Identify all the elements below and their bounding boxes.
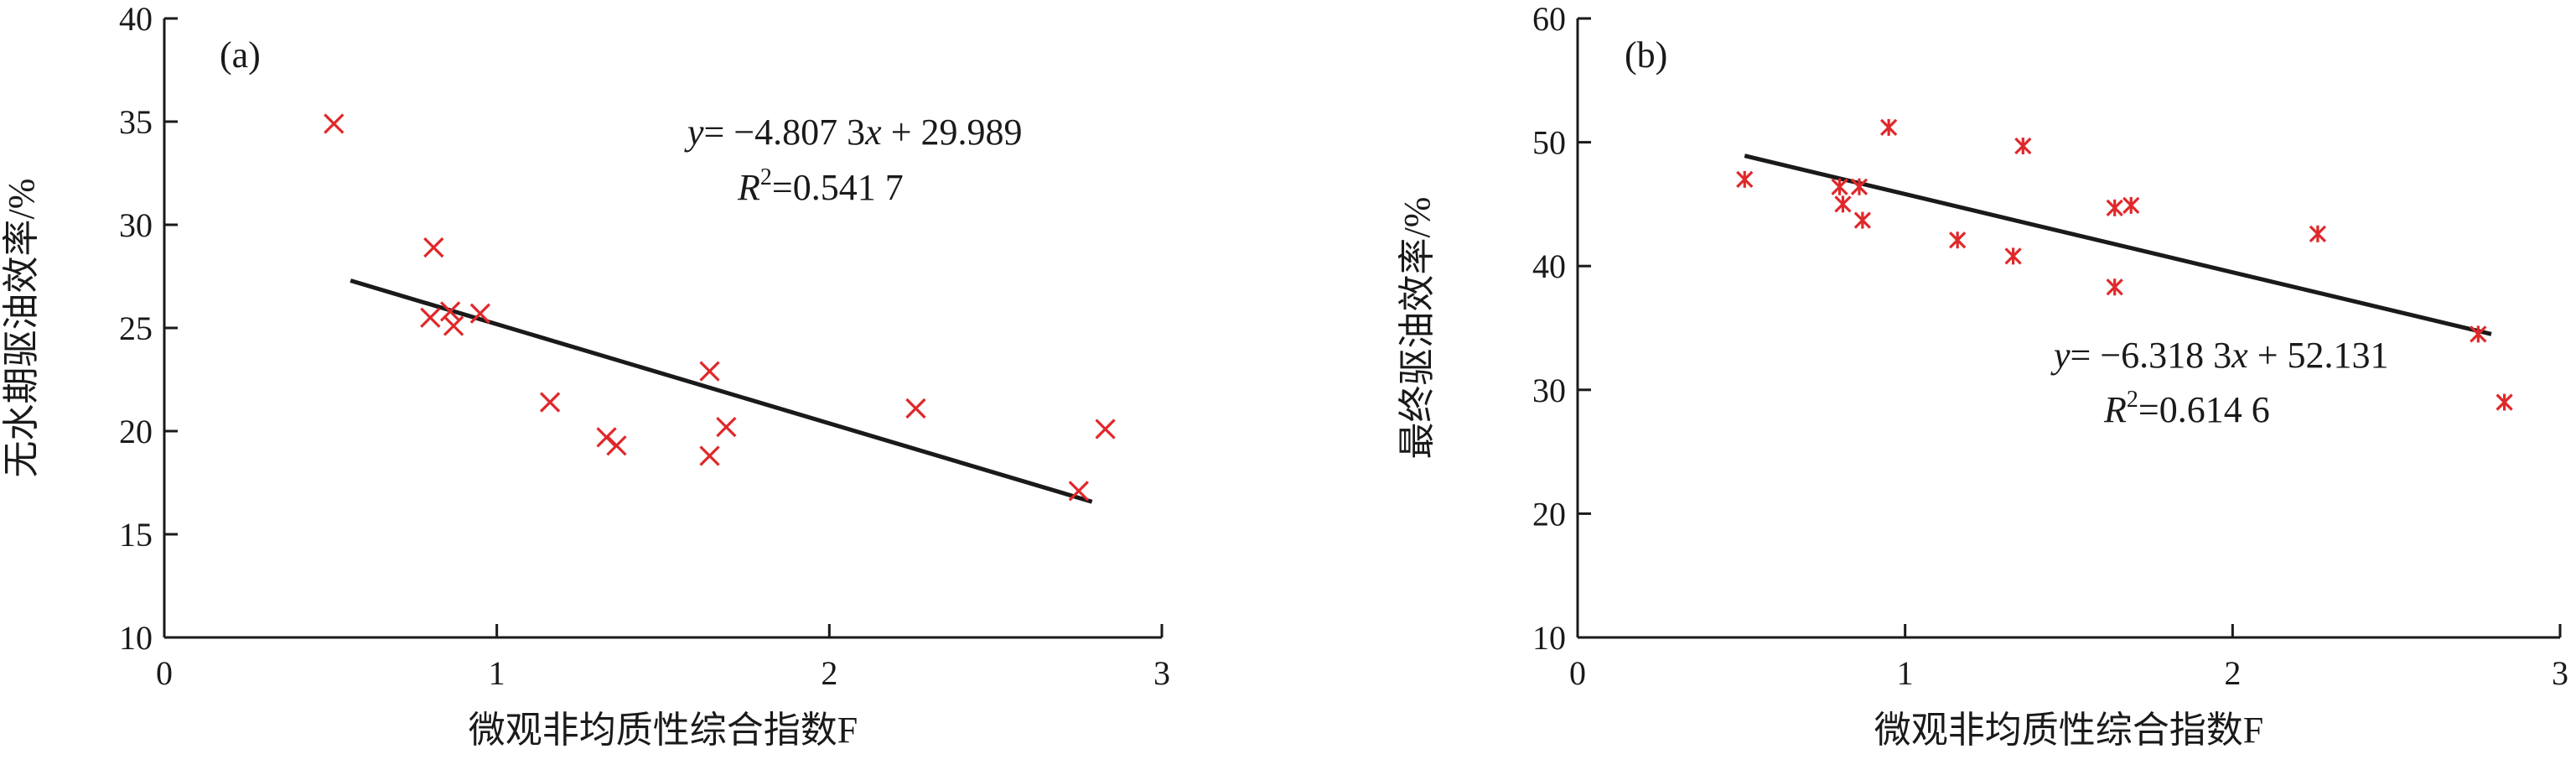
data-point (2496, 393, 2513, 411)
eq-text: =0.541 7 (772, 167, 904, 208)
data-point (699, 361, 720, 382)
regression-line (350, 278, 1093, 504)
eq-italic: y (2050, 335, 2071, 376)
y-tick-label: 60 (1532, 0, 1566, 38)
marker-stroke (443, 315, 464, 336)
data-point (606, 435, 627, 456)
marker-stroke (716, 416, 737, 438)
eq-text: =0.614 6 (2138, 389, 2270, 430)
regression-equation: y= −4.807 3x + 29.989 (684, 112, 1023, 153)
marker-stroke (469, 303, 490, 324)
eq-italic: y (684, 112, 704, 153)
panel-label: (a) (220, 34, 261, 75)
data-point (1949, 231, 1967, 249)
regression-equation: y= −6.318 3x + 52.131 (2050, 335, 2389, 376)
marker-stroke (1068, 481, 1089, 502)
marker-stroke (699, 361, 720, 382)
y-tick-label: 40 (1532, 247, 1566, 285)
data-point (2122, 196, 2140, 215)
chart-panel-a: 10 15 20 25 30 35 40 0 1 2 3 微观非均质性综合指数F 无水期驱油效率/% (a… (1, 0, 1170, 751)
data-point (1853, 211, 1872, 229)
data-point (443, 315, 464, 336)
y-tick-label: 30 (1532, 372, 1566, 409)
marker-stroke (905, 398, 926, 419)
y-tick-label: 10 (1532, 619, 1566, 657)
marker-stroke (699, 445, 720, 466)
data-point (716, 416, 737, 438)
data-point (1850, 178, 1869, 195)
y-tick-label: 50 (1532, 124, 1566, 162)
eq-italic: R (2103, 389, 2127, 430)
data-point (905, 398, 926, 419)
data-point (1736, 170, 1754, 189)
r-squared: R2=0.541 7 (737, 164, 904, 208)
x-tick-label: 1 (1897, 654, 1914, 692)
data-point (540, 392, 561, 413)
data-point (1068, 481, 1089, 502)
data-point (2106, 199, 2123, 216)
x-axis-label: 微观非均质性综合指数F (1874, 710, 2263, 751)
data-point (2470, 325, 2487, 343)
y-tick-label: 40 (119, 0, 153, 38)
x-axis-label: 微观非均质性综合指数F (469, 710, 858, 751)
data-point (2004, 247, 2022, 265)
marker-stroke (423, 237, 444, 258)
eq-italic: R (737, 167, 760, 208)
data-point (1095, 419, 1116, 440)
data-point (1834, 195, 1852, 213)
y-axis-label: 无水期驱油效率/% (1, 179, 42, 478)
data-point (699, 445, 720, 466)
x-tick-label: 3 (2552, 654, 2568, 692)
marker-stroke (606, 435, 627, 456)
y-tick-label: 35 (119, 103, 153, 141)
marker-stroke (420, 307, 441, 328)
eq-text: = −4.807 3 (704, 112, 866, 153)
y-tick-label: 20 (1532, 495, 1566, 533)
regression-line (1744, 153, 2492, 336)
x-tick-label: 3 (1153, 654, 1170, 692)
data-point (2309, 225, 2327, 242)
x-tick-label: 2 (2224, 654, 2241, 692)
y-tick-label: 25 (119, 309, 153, 347)
eq-text: + 29.989 (882, 112, 1023, 153)
y-axis-label: 最终驱油效率/% (1397, 197, 1438, 460)
y-tick-label: 20 (119, 413, 153, 450)
data-point (2106, 278, 2123, 296)
x-tick-label: 1 (489, 654, 505, 692)
marker-stroke (540, 392, 561, 413)
eq-text: + 52.131 (2248, 335, 2389, 376)
data-point (1880, 118, 1898, 137)
data-point (469, 303, 490, 324)
data-point (1831, 178, 1848, 195)
eq-superscript: 2 (2127, 387, 2138, 413)
data-point (324, 113, 345, 134)
marker-stroke (324, 113, 345, 134)
data-point (420, 307, 441, 328)
r-squared: R2=0.614 6 (2103, 387, 2270, 430)
eq-italic: x (864, 112, 882, 153)
eq-italic: x (2231, 335, 2248, 376)
panel-label: (b) (1625, 34, 1667, 75)
y-tick-label: 10 (119, 619, 153, 657)
x-tick-label: 0 (1569, 654, 1586, 692)
y-tick-label: 30 (119, 206, 153, 244)
data-point (2014, 137, 2032, 155)
eq-text: = −6.318 3 (2071, 335, 2232, 376)
y-tick-label: 15 (119, 516, 153, 554)
data-point (423, 237, 444, 258)
x-tick-label: 2 (821, 654, 837, 692)
eq-superscript: 2 (760, 164, 772, 190)
x-tick-label: 0 (156, 654, 173, 692)
marker-stroke (1095, 419, 1116, 440)
